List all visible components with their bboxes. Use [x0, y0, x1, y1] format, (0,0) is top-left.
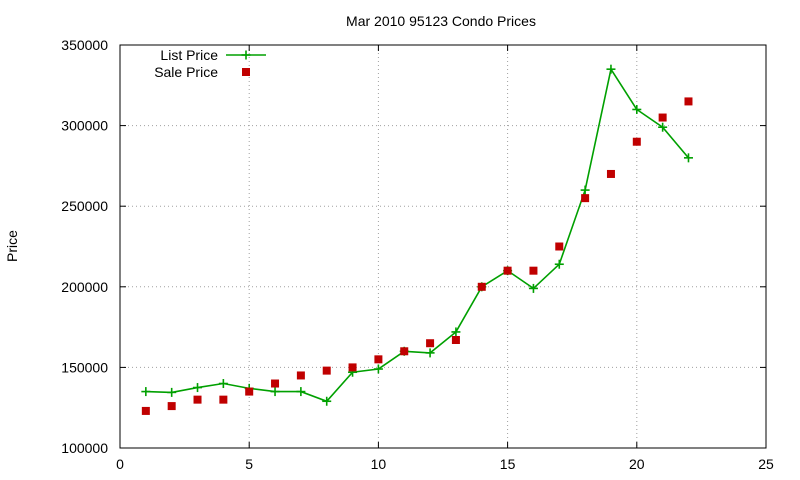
legend-swatch-marker: [241, 50, 251, 60]
x-tick-label: 20: [629, 456, 645, 472]
series-0: [141, 64, 693, 406]
series-1: [141, 97, 693, 415]
list-price-point: [554, 259, 564, 269]
sale-price-point: [296, 371, 305, 380]
list-price-point: [632, 104, 642, 114]
x-tick-label: 25: [758, 456, 774, 472]
sale-price-point: [193, 395, 202, 404]
sale-price-point: [400, 347, 409, 356]
y-tick-label: 300000: [61, 118, 108, 134]
list-price-point: [606, 64, 616, 74]
list-price-point: [296, 387, 306, 397]
y-tick-label: 250000: [61, 198, 108, 214]
sale-price-point: [477, 282, 486, 291]
list-price-point: [193, 383, 203, 393]
sale-price-point: [451, 335, 460, 344]
sale-price-point: [348, 363, 357, 372]
y-tick-label: 350000: [61, 37, 108, 53]
y-tick-label: 100000: [61, 440, 108, 456]
x-tick-label: 15: [500, 456, 516, 472]
y-tick-label: 150000: [61, 359, 108, 375]
list-price-point: [270, 387, 280, 397]
y-tick-label: 200000: [61, 279, 108, 295]
list-price-point: [683, 153, 693, 163]
list-price-point: [528, 283, 538, 293]
sale-price-point: [271, 379, 280, 388]
legend-label: List Price: [160, 47, 218, 63]
grid: [120, 45, 766, 448]
axis-ticks: 0 5 10 15 20 25 100000 150000 200000 250000 300000…: [61, 37, 774, 472]
sale-price-point: [606, 169, 615, 178]
list-price-line: [145, 67, 690, 403]
chart-title: Mar 2010 95123 Condo Prices: [346, 13, 536, 29]
x-tick-label: 5: [245, 456, 253, 472]
list-price-point: [373, 364, 383, 374]
list-price-point: [322, 396, 332, 406]
list-price-point: [218, 379, 228, 389]
sale-price-point: [219, 395, 228, 404]
sale-price-point: [167, 402, 176, 411]
list-price-point: [451, 327, 461, 337]
y-axis-label: Price: [4, 230, 20, 262]
plot-frame: [119, 44, 767, 449]
legend-label: Sale Price: [154, 64, 218, 80]
list-price-point: [658, 122, 668, 132]
sale-price-point: [322, 366, 331, 375]
sale-price-point: [374, 355, 383, 364]
list-price-point: [580, 185, 590, 195]
sale-price-point: [503, 266, 512, 275]
sale-price-point: [632, 137, 641, 146]
series: [141, 64, 693, 415]
sale-price-point: [555, 242, 564, 251]
list-price-point: [167, 387, 177, 397]
x-tick-label: 10: [371, 456, 387, 472]
sale-price-point: [245, 387, 254, 396]
sale-price-point: [581, 194, 590, 203]
sale-price-point: [529, 266, 538, 275]
list-price-point: [425, 348, 435, 358]
list-price-point: [141, 387, 151, 397]
sale-price-point: [426, 339, 435, 348]
legend-swatch-marker: [242, 68, 250, 76]
sale-price-point: [684, 97, 693, 106]
x-tick-label: 0: [116, 456, 124, 472]
sale-price-point: [141, 406, 150, 415]
sale-price-point: [658, 113, 667, 122]
